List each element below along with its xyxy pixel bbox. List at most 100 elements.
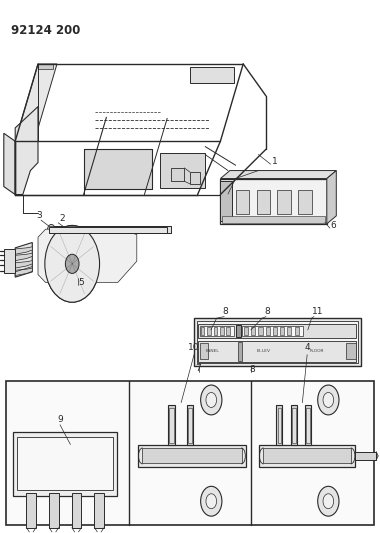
Circle shape bbox=[323, 494, 334, 508]
Text: 92124 200: 92124 200 bbox=[11, 24, 81, 37]
Polygon shape bbox=[15, 268, 32, 276]
Bar bbox=[226, 327, 230, 335]
Polygon shape bbox=[15, 243, 32, 277]
Bar bbox=[220, 181, 232, 221]
Text: 4: 4 bbox=[304, 343, 310, 352]
Bar bbox=[200, 343, 208, 359]
Bar bbox=[266, 327, 270, 335]
Bar bbox=[138, 445, 246, 466]
Bar bbox=[197, 321, 358, 363]
Bar bbox=[198, 324, 356, 338]
Bar bbox=[220, 327, 224, 335]
Text: BI-LEV: BI-LEV bbox=[257, 349, 271, 353]
Polygon shape bbox=[220, 171, 336, 179]
Text: 5: 5 bbox=[78, 278, 84, 287]
Bar bbox=[292, 408, 296, 442]
Bar bbox=[222, 216, 325, 223]
Bar bbox=[276, 405, 282, 445]
Circle shape bbox=[65, 254, 79, 273]
Bar bbox=[169, 408, 174, 442]
Polygon shape bbox=[327, 171, 336, 224]
Bar bbox=[171, 168, 184, 181]
Circle shape bbox=[65, 254, 79, 273]
Polygon shape bbox=[38, 229, 137, 282]
Bar bbox=[49, 493, 59, 528]
Text: FLOOR: FLOOR bbox=[310, 349, 325, 353]
Bar bbox=[194, 318, 361, 366]
Circle shape bbox=[206, 494, 217, 508]
Bar bbox=[4, 249, 15, 273]
Circle shape bbox=[45, 225, 100, 302]
Bar bbox=[84, 149, 152, 189]
Bar bbox=[277, 408, 281, 442]
Bar bbox=[298, 190, 312, 214]
Bar bbox=[72, 493, 81, 528]
Circle shape bbox=[318, 486, 339, 516]
Bar bbox=[291, 405, 297, 445]
Bar bbox=[258, 327, 263, 335]
Bar bbox=[294, 327, 299, 335]
Text: 8: 8 bbox=[249, 365, 255, 374]
Polygon shape bbox=[15, 247, 32, 254]
Bar bbox=[236, 190, 249, 214]
Bar bbox=[207, 327, 211, 335]
Text: 2: 2 bbox=[59, 214, 65, 223]
Bar bbox=[142, 448, 242, 463]
Bar bbox=[201, 327, 204, 335]
Circle shape bbox=[45, 225, 100, 302]
Bar bbox=[220, 179, 327, 224]
Bar bbox=[238, 342, 242, 361]
Circle shape bbox=[206, 392, 217, 407]
Bar bbox=[251, 327, 255, 335]
Bar bbox=[27, 493, 36, 528]
Bar bbox=[256, 190, 270, 214]
Bar bbox=[198, 341, 356, 362]
Polygon shape bbox=[15, 64, 57, 141]
Bar bbox=[263, 448, 352, 463]
Bar bbox=[84, 149, 152, 189]
Text: 10: 10 bbox=[188, 343, 200, 352]
Bar bbox=[13, 432, 117, 496]
Text: PANEL: PANEL bbox=[205, 349, 219, 353]
Polygon shape bbox=[15, 253, 32, 261]
Text: 8: 8 bbox=[264, 306, 270, 316]
Text: 3: 3 bbox=[36, 211, 42, 220]
Bar bbox=[17, 437, 113, 490]
Text: 6: 6 bbox=[331, 221, 336, 230]
Circle shape bbox=[201, 486, 222, 516]
Circle shape bbox=[201, 385, 222, 415]
Polygon shape bbox=[15, 261, 32, 268]
Bar bbox=[259, 445, 355, 466]
Polygon shape bbox=[15, 107, 38, 195]
Bar bbox=[273, 327, 277, 335]
Text: 8: 8 bbox=[222, 306, 228, 316]
Bar bbox=[160, 153, 205, 188]
Bar bbox=[190, 172, 200, 184]
Bar bbox=[190, 67, 234, 83]
Bar bbox=[188, 408, 192, 442]
Bar bbox=[49, 226, 171, 233]
Text: 11: 11 bbox=[312, 306, 323, 316]
Text: 1: 1 bbox=[272, 157, 277, 166]
Bar bbox=[306, 408, 310, 442]
Circle shape bbox=[323, 392, 334, 407]
Bar bbox=[168, 405, 175, 445]
Bar bbox=[236, 325, 241, 337]
Circle shape bbox=[318, 385, 339, 415]
Bar bbox=[49, 227, 167, 233]
Bar bbox=[242, 326, 303, 336]
Bar bbox=[6, 381, 374, 525]
Bar bbox=[214, 327, 217, 335]
Bar bbox=[287, 327, 291, 335]
Text: 9: 9 bbox=[57, 415, 63, 424]
Circle shape bbox=[48, 224, 55, 235]
Bar bbox=[305, 405, 311, 445]
Bar bbox=[355, 451, 376, 460]
Bar bbox=[280, 327, 284, 335]
Bar bbox=[38, 64, 53, 69]
Bar bbox=[200, 326, 234, 336]
Bar bbox=[346, 343, 356, 359]
Bar bbox=[277, 190, 291, 214]
Text: 7: 7 bbox=[196, 364, 201, 373]
Bar bbox=[244, 327, 248, 335]
